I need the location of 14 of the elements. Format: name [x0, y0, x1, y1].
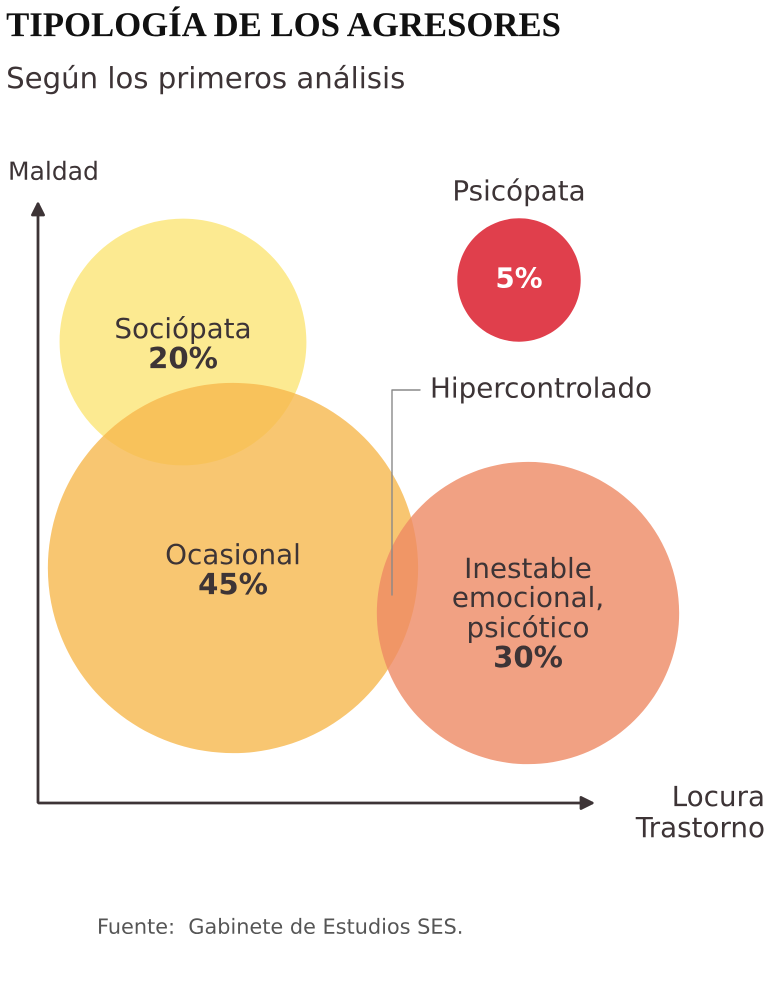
- data-label: 30%: [495, 646, 562, 668]
- text: Locura Trastorno: [636, 786, 764, 838]
- text: Según los primeros análisis: [8, 64, 404, 94]
- data-label: 5%: [498, 267, 542, 288]
- category-label: Inestable emocional, psicótico: [453, 556, 602, 643]
- text: Maldad: [10, 160, 97, 180]
- text: TIPOLOGÍA DE LOS AGRESORES: [6, 6, 560, 36]
- data-label: 20%: [150, 346, 217, 369]
- category-label: Ocasional: [166, 543, 298, 565]
- category-label: Psicópata: [455, 178, 584, 206]
- category-label: Sociópata: [116, 316, 250, 344]
- source-note: Fuente: Gabinete de Estudios SES.: [99, 918, 462, 934]
- data-label: 45%: [199, 572, 267, 595]
- text: Hipercontrolado: [432, 376, 651, 404]
